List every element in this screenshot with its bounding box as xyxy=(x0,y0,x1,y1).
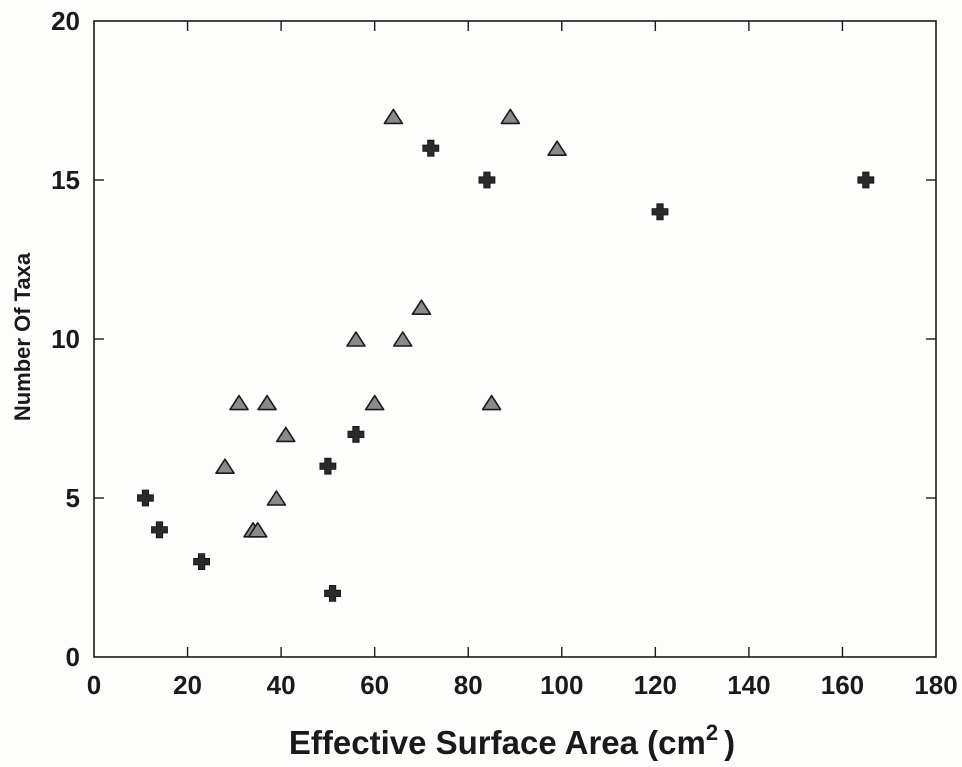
triangle-point xyxy=(247,522,268,538)
triangle-point xyxy=(500,108,521,125)
x-tick-label: 40 xyxy=(267,670,296,700)
cross-point xyxy=(347,426,365,443)
x-axis-title: Effective Surface Area (cm2) xyxy=(289,720,735,761)
cross-point xyxy=(193,553,210,570)
triangle-point xyxy=(229,394,249,411)
cross-point xyxy=(422,139,440,157)
triangle-point xyxy=(257,394,277,411)
x-tick-label: 160 xyxy=(821,670,864,700)
triangle-point xyxy=(364,394,385,411)
x-tick-label: 100 xyxy=(540,670,583,700)
y-tick-label: 15 xyxy=(51,165,80,195)
cross-point xyxy=(137,489,154,507)
x-tick-label: 80 xyxy=(454,670,483,700)
triangle-point xyxy=(383,108,404,125)
cross-point xyxy=(151,521,168,539)
y-axis-title: Number Of Taxa xyxy=(10,252,35,421)
x-tick-label: 140 xyxy=(727,670,770,700)
triangle-point xyxy=(346,331,366,347)
y-tick-label: 5 xyxy=(66,483,80,513)
x-axis-title-text: Effective Surface Area (cm xyxy=(289,724,706,761)
x-tick-label: 0 xyxy=(87,670,101,700)
triangle-point xyxy=(411,299,432,315)
cross-point xyxy=(651,203,669,221)
y-tick-label: 10 xyxy=(51,324,80,354)
triangle-point xyxy=(266,490,287,506)
triangle-point xyxy=(547,140,567,156)
x-tick-label: 120 xyxy=(634,670,677,700)
cross-point xyxy=(319,457,337,475)
cross-point xyxy=(324,585,341,602)
y-tick-label: 20 xyxy=(51,6,80,36)
cross-point xyxy=(478,171,496,189)
triangle-point xyxy=(392,331,413,347)
x-axis-title-close: ) xyxy=(724,724,735,761)
triangle-point xyxy=(275,426,296,443)
x-tick-label: 20 xyxy=(173,670,202,700)
triangle-point xyxy=(481,394,502,411)
x-axis-title-superscript: 2 xyxy=(706,720,718,745)
x-tick-label: 180 xyxy=(914,670,957,700)
x-tick-label: 60 xyxy=(360,670,389,700)
triangle-point xyxy=(215,458,235,474)
y-tick-label: 0 xyxy=(66,642,80,672)
cross-point xyxy=(857,171,875,189)
